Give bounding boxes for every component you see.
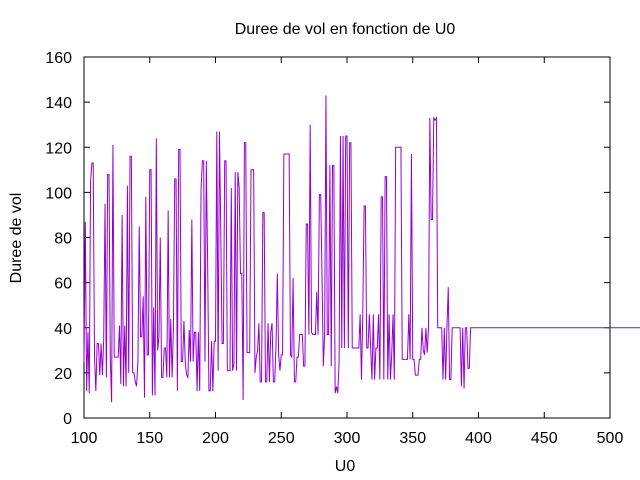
- x-axis-label: U0: [335, 458, 356, 475]
- plot-frame-border: [83, 56, 611, 419]
- x-tick-label: 100: [71, 430, 98, 447]
- y-tick-label: 160: [45, 50, 72, 67]
- y-tick-label: 0: [63, 411, 72, 428]
- chart-title: Duree de vol en fonction de U0: [235, 21, 456, 38]
- x-tick-label: 150: [136, 430, 163, 447]
- y-tick-label: 120: [45, 140, 72, 157]
- y-tick-label: 140: [45, 95, 72, 112]
- x-tick-label: 500: [597, 430, 624, 447]
- y-axis-ticks: 0 20 40 60 80 100 120 140 160: [45, 50, 610, 428]
- y-tick-label: 20: [54, 366, 72, 383]
- plot-frame: [83, 56, 611, 419]
- x-tick-label: 200: [202, 430, 229, 447]
- x-tick-label: 400: [465, 430, 492, 447]
- y-tick-label: 80: [54, 231, 72, 248]
- y-axis-label: Duree de vol: [8, 193, 25, 284]
- x-tick-label: 350: [399, 430, 426, 447]
- y-tick-label: 60: [54, 276, 72, 293]
- series-line: [83, 95, 640, 403]
- x-tick-label: 450: [531, 430, 558, 447]
- x-tick-label: 300: [334, 430, 361, 447]
- x-axis-ticks: 100 150 200 250 300 350 400 450 500: [71, 57, 624, 447]
- y-tick-label: 100: [45, 185, 72, 202]
- x-tick-label: 250: [268, 430, 295, 447]
- series-lines: [83, 95, 640, 403]
- y-tick-label: 40: [54, 321, 72, 338]
